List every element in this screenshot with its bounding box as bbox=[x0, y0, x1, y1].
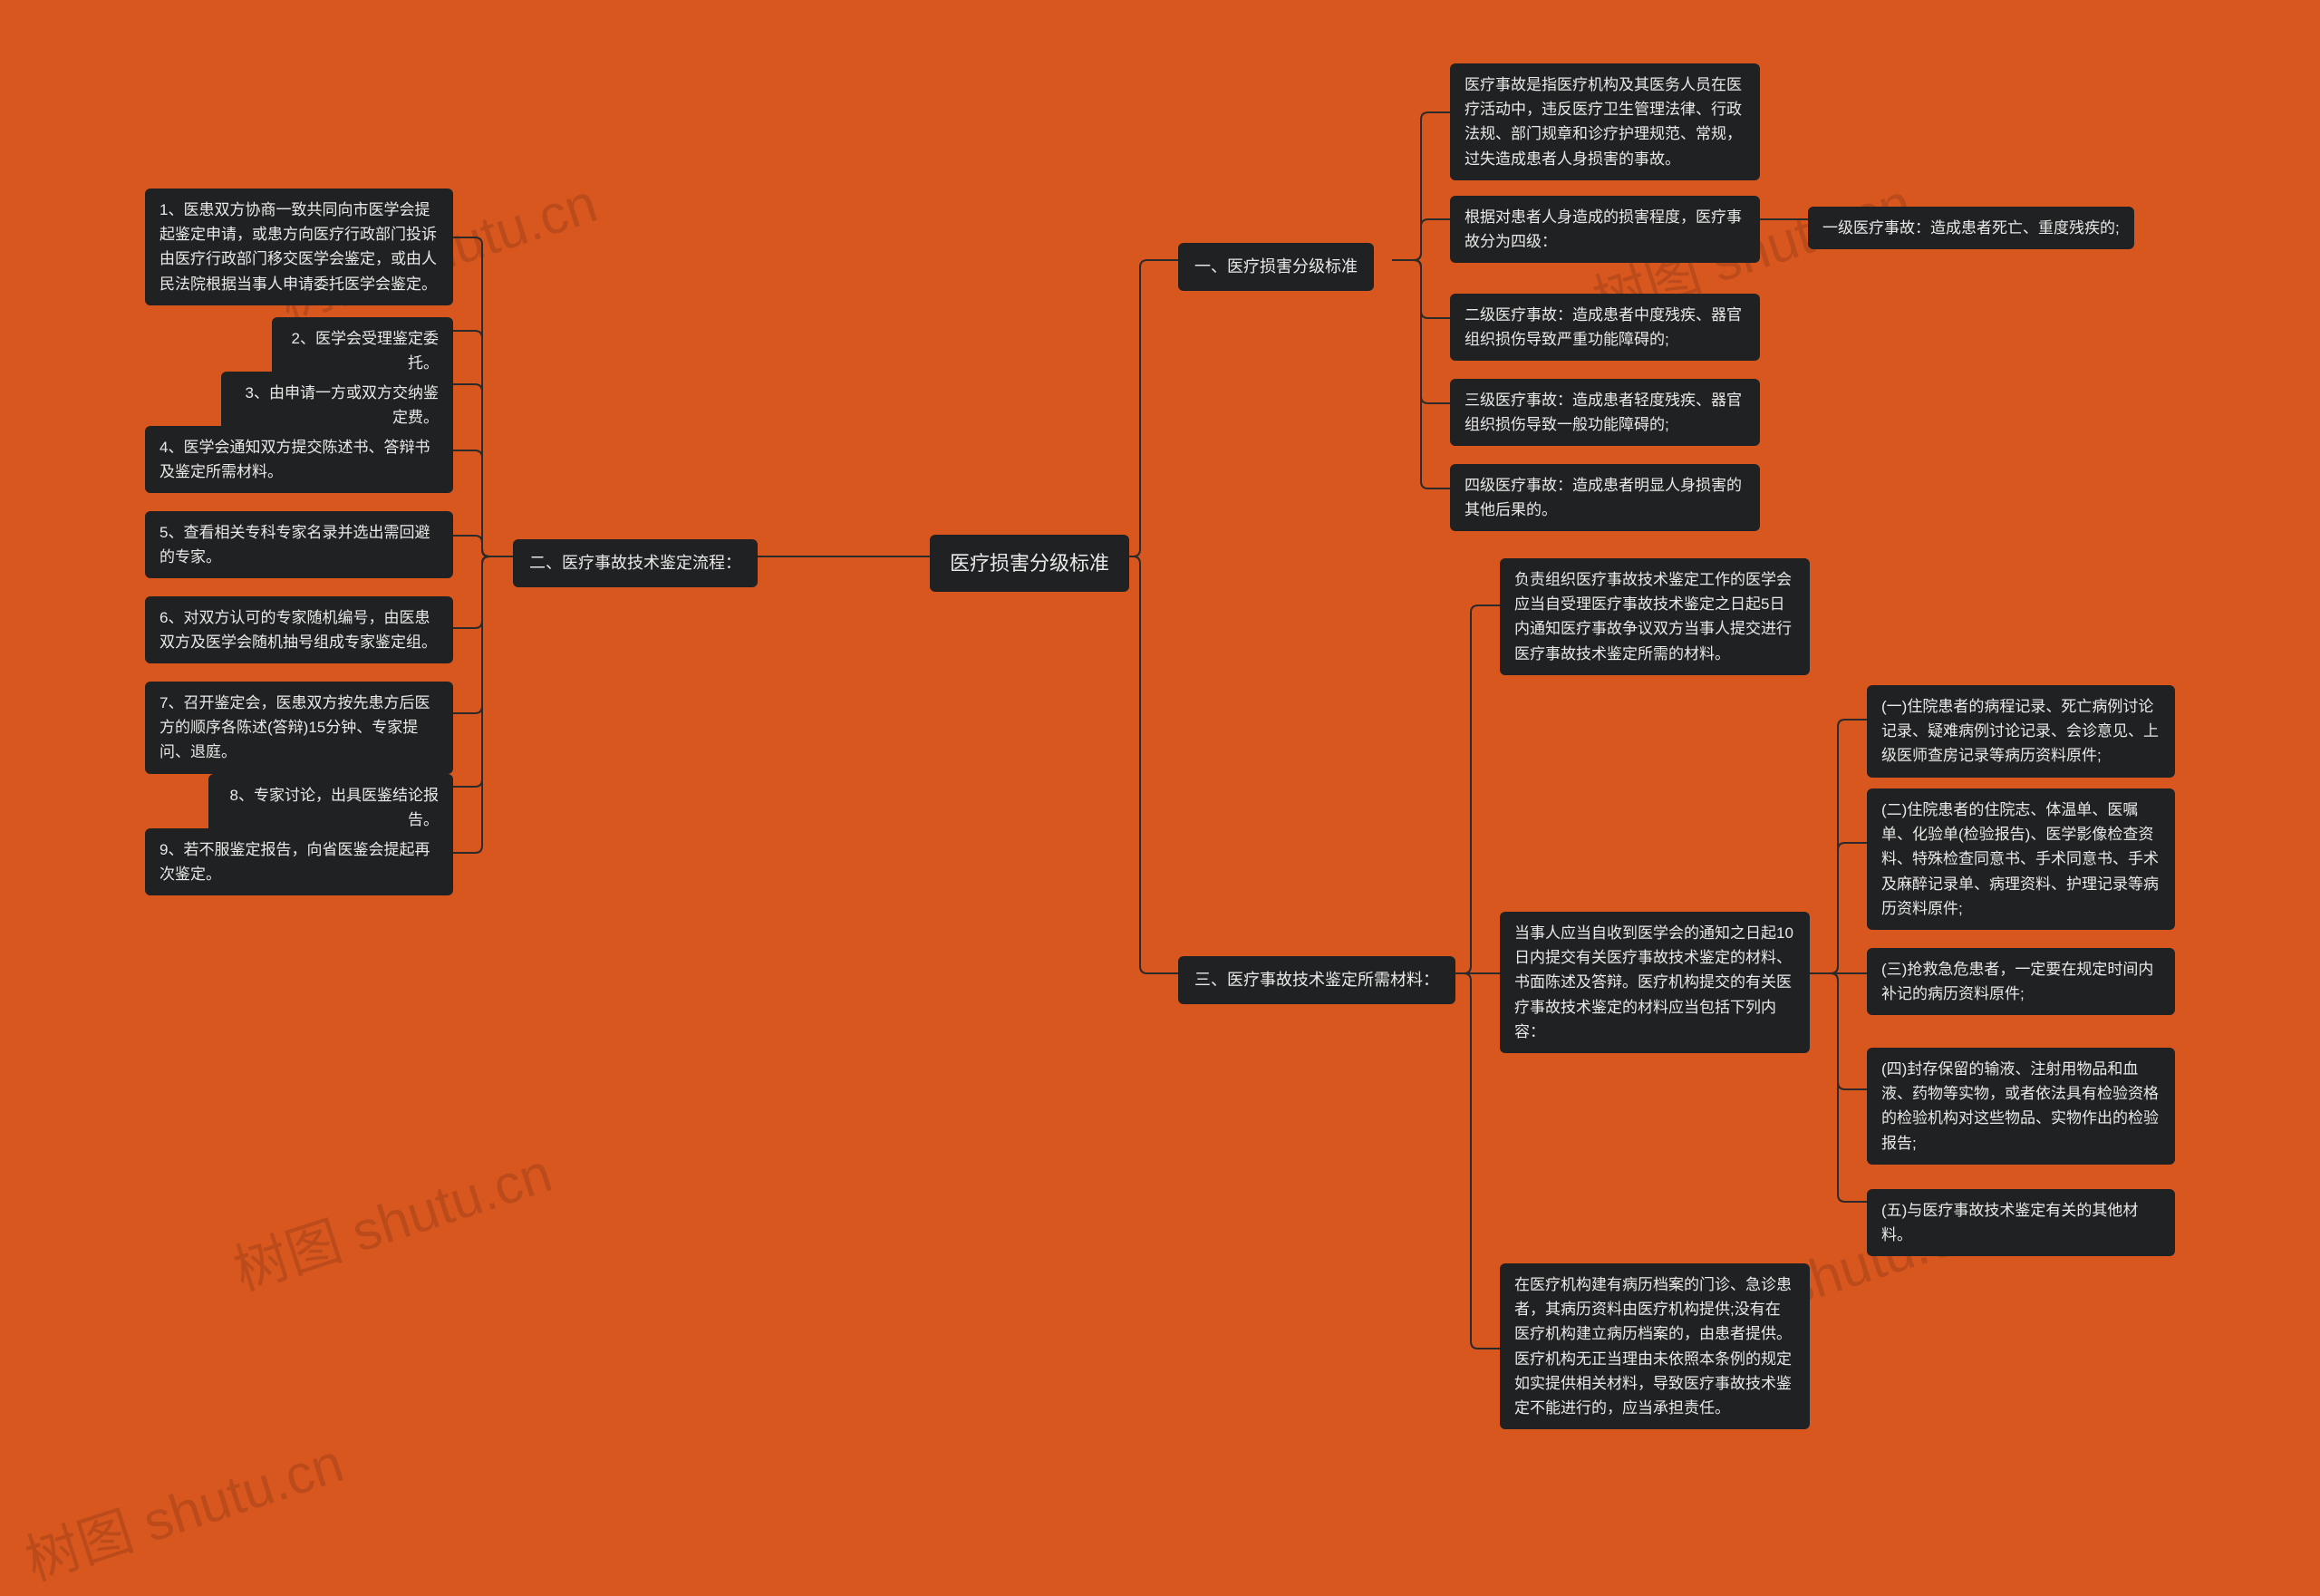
branch3-m2[interactable]: 当事人应当自收到医学会的通知之日起10日内提交有关医疗事故技术鉴定的材料、书面陈… bbox=[1500, 912, 1810, 1053]
branch2-s4[interactable]: 4、医学会通知双方提交陈述书、答辩书及鉴定所需材料。 bbox=[145, 426, 453, 493]
branch3-m2b[interactable]: (二)住院患者的住院志、体温单、医嘱单、化验单(检验报告)、医学影像检查资料、特… bbox=[1867, 788, 2175, 930]
branch2-s1[interactable]: 1、医患双方协商一致共同向市医学会提起鉴定申请，或患方向医疗行政部门投诉由医疗行… bbox=[145, 189, 453, 305]
branch2-s9[interactable]: 9、若不服鉴定报告，向省医鉴会提起再次鉴定。 bbox=[145, 828, 453, 895]
branch3-m2a[interactable]: (一)住院患者的病程记录、死亡病例讨论记录、疑难病例讨论记录、会诊意见、上级医师… bbox=[1867, 685, 2175, 778]
branch1-level2[interactable]: 二级医疗事故：造成患者中度残疾、器官组织损伤导致严重功能障碍的; bbox=[1450, 294, 1760, 361]
branch3-m1[interactable]: 负责组织医疗事故技术鉴定工作的医学会应当自受理医疗事故技术鉴定之日起5日内通知医… bbox=[1500, 558, 1810, 675]
branch2-s7[interactable]: 7、召开鉴定会，医患双方按先患方后医方的顺序各陈述(答辩)15分钟、专家提问、退… bbox=[145, 682, 453, 774]
branch3-m2d[interactable]: (四)封存保留的输液、注射用物品和血液、药物等实物，或者依法具有检验资格的检验机… bbox=[1867, 1048, 2175, 1165]
branch1-level3[interactable]: 三级医疗事故：造成患者轻度残疾、器官组织损伤导致一般功能障碍的; bbox=[1450, 379, 1760, 446]
branch3-m3[interactable]: 在医疗机构建有病历档案的门诊、急诊患者，其病历资料由医疗机构提供;没有在医疗机构… bbox=[1500, 1263, 1810, 1429]
mindmap-canvas: 树图 shutu.cn 树图 shutu.cn 树图 shutu.cn 树图 s… bbox=[0, 0, 2320, 1533]
watermark: 树图 shutu.cn bbox=[14, 1419, 352, 1596]
branch1-def[interactable]: 医疗事故是指医疗机构及其医务人员在医疗活动中，违反医疗卫生管理法律、行政法规、部… bbox=[1450, 63, 1760, 180]
branch1-levels-intro[interactable]: 根据对患者人身造成的损害程度，医疗事故分为四级： bbox=[1450, 196, 1760, 263]
branch2-s6[interactable]: 6、对双方认可的专家随机编号，由医患双方及医学会随机抽号组成专家鉴定组。 bbox=[145, 596, 453, 663]
root-node[interactable]: 医疗损害分级标准 bbox=[930, 535, 1129, 592]
branch-2[interactable]: 二、医疗事故技术鉴定流程： bbox=[513, 539, 758, 587]
branch-3[interactable]: 三、医疗事故技术鉴定所需材料： bbox=[1178, 956, 1455, 1004]
branch-1[interactable]: 一、医疗损害分级标准 bbox=[1178, 243, 1374, 291]
branch3-m2e[interactable]: (五)与医疗事故技术鉴定有关的其他材料。 bbox=[1867, 1189, 2175, 1256]
watermark: 树图 shutu.cn bbox=[222, 1129, 560, 1306]
branch1-level4[interactable]: 四级医疗事故：造成患者明显人身损害的其他后果的。 bbox=[1450, 464, 1760, 531]
branch3-m2c[interactable]: (三)抢救急危患者，一定要在规定时间内补记的病历资料原件; bbox=[1867, 948, 2175, 1015]
branch2-s5[interactable]: 5、查看相关专科专家名录并选出需回避的专家。 bbox=[145, 511, 453, 578]
branch1-level1[interactable]: 一级医疗事故：造成患者死亡、重度残疾的; bbox=[1808, 207, 2134, 249]
